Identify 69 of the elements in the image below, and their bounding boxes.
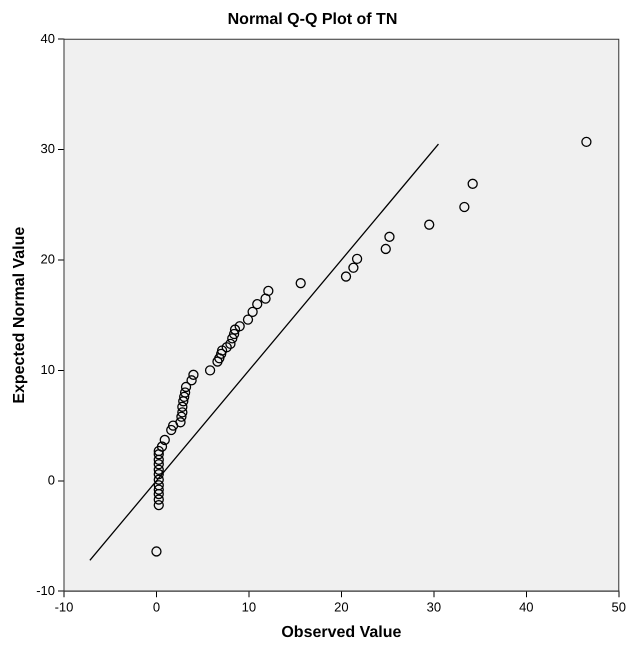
point [154,469,164,480]
point [225,338,236,350]
x-tick-label: 50 [612,600,626,615]
point [348,262,359,273]
point [212,356,223,367]
y-tick-label: 20 [40,252,55,267]
x-tick-label: 20 [334,600,349,615]
point [380,244,391,254]
point [154,459,164,470]
point [154,484,164,495]
point [340,271,352,282]
y-tick-label: 0 [48,472,55,488]
point [260,293,271,304]
point [296,278,306,288]
point [227,333,238,344]
point [216,348,226,359]
point [424,220,434,230]
point [352,254,362,264]
y-tick-label: 40 [40,30,55,46]
x-tick-label: 0 [152,600,160,615]
point [468,178,478,189]
point [188,370,199,380]
y-tick-label: 10 [40,362,55,377]
point [177,407,188,418]
x-tick-label: 10 [242,600,256,615]
point [214,353,224,364]
point [186,375,197,386]
y-tick-label: 30 [40,141,55,156]
point [384,232,395,242]
point [179,392,190,402]
point [581,136,592,148]
point [154,488,164,500]
point [154,449,164,460]
y-axis-title: Expected Normal Value [11,226,28,404]
chart-title: Normal Q-Q Plot of TN [228,11,398,28]
x-tick-label: 30 [426,600,442,615]
point [247,306,258,318]
point [176,412,187,422]
point [154,454,164,465]
point [154,480,164,490]
point [242,314,254,325]
point [204,365,216,376]
point [230,324,240,335]
point [177,402,188,412]
x-tick-label: 40 [519,600,534,615]
point [160,434,170,446]
point [154,446,164,456]
y-tick-label: -10 [36,582,55,598]
point [156,441,168,452]
point [151,546,162,557]
point [178,396,188,406]
point [154,464,164,475]
point [263,286,274,296]
point [228,328,240,340]
point [175,417,186,428]
point [252,299,262,310]
point [180,382,192,392]
point [459,202,470,212]
point [180,387,190,398]
point [154,500,164,510]
point [154,494,164,505]
point [168,420,178,431]
point [216,345,228,356]
point [154,474,164,485]
x-tick-label: -10 [54,600,74,615]
point [166,424,176,436]
point [222,342,232,352]
point [234,321,245,332]
x-axis-title: Observed Value [281,624,402,641]
